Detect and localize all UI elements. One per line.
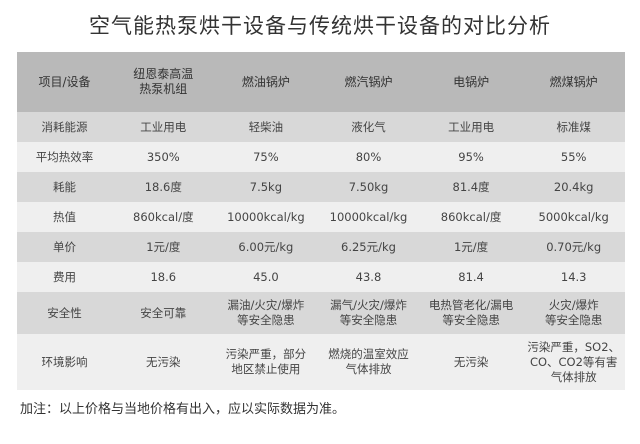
row-label-cell: 安全性 [17, 292, 112, 334]
table-cell: 标准煤 [522, 112, 625, 142]
table-cell: 污染严重，部分 地区禁止使用 [214, 334, 318, 390]
table-cell: 18.6度 [112, 172, 215, 202]
row-label-cell: 费用 [17, 262, 112, 292]
table-cell: 漏气/火灾/爆炸 等安全隐患 [317, 292, 420, 334]
header-row: 项目/设备 纽恩泰高温 热泵机组 燃油锅炉 燃汽锅炉 电锅炉 燃煤锅炉 [17, 52, 625, 112]
table-cell: 75% [214, 142, 318, 172]
table-row: 消耗能源 工业用电 轻柴油 液化气 工业用电 标准煤 [17, 112, 625, 142]
table-row: 安全性 安全可靠 漏油/火灾/爆炸 等安全隐患 漏气/火灾/爆炸 等安全隐患 电热管老化/漏… [17, 292, 625, 334]
table-cell: 350% [112, 142, 215, 172]
header-cell: 电锅炉 [419, 52, 523, 112]
table-cell: 轻柴油 [214, 112, 318, 142]
table-cell: 漏油/火灾/爆炸 等安全隐患 [214, 292, 318, 334]
table-cell: 14.3 [522, 262, 625, 292]
row-label-cell: 单价 [17, 232, 112, 262]
table-cell: 工业用电 [419, 112, 523, 142]
row-label-cell: 热值 [17, 202, 112, 232]
row-label-cell: 耗能 [17, 172, 112, 202]
table-row: 单价 1元/度 6.00元/kg 6.25元/kg 1元/度 0.70元/kg [17, 232, 625, 262]
table-cell: 860kcal/度 [112, 202, 215, 232]
table-cell: 860kcal/度 [419, 202, 523, 232]
header-cell: 纽恩泰高温 热泵机组 [112, 52, 215, 112]
table-cell: 20.4kg [522, 172, 625, 202]
comparison-table: 项目/设备 纽恩泰高温 热泵机组 燃油锅炉 燃汽锅炉 电锅炉 燃煤锅炉 消耗能源 工业用电 轻柴油… [17, 52, 625, 390]
table-cell: 燃烧的温室效应 气体排放 [317, 334, 420, 390]
header-cell: 燃煤锅炉 [522, 52, 625, 112]
table-cell: 火灾/爆炸 等安全隐患 [522, 292, 625, 334]
table-cell: 6.25元/kg [317, 232, 420, 262]
table-cell: 10000kcal/kg [317, 202, 420, 232]
table-row: 耗能 18.6度 7.5kg 7.50kg 81.4度 20.4kg [17, 172, 625, 202]
table-row: 环境影响 无污染 污染严重，部分 地区禁止使用 燃烧的温室效应 气体排放 无污染 污染严重，S… [17, 334, 625, 390]
table-cell: 6.00元/kg [214, 232, 318, 262]
table-cell: 电热管老化/漏电 等安全隐患 [419, 292, 523, 334]
table-cell: 80% [317, 142, 420, 172]
table-cell: 无污染 [112, 334, 215, 390]
row-label-cell: 平均热效率 [17, 142, 112, 172]
table-cell: 18.6 [112, 262, 215, 292]
table-cell: 污染严重，SO2、 CO、CO2等有害 气体排放 [522, 334, 625, 390]
table-cell: 1元/度 [112, 232, 215, 262]
table-cell: 5000kcal/kg [522, 202, 625, 232]
table-cell: 无污染 [419, 334, 523, 390]
table-cell: 工业用电 [112, 112, 215, 142]
table-row: 费用 18.6 45.0 43.8 81.4 14.3 [17, 262, 625, 292]
table-cell: 43.8 [317, 262, 420, 292]
row-label-cell: 消耗能源 [17, 112, 112, 142]
table-cell: 7.5kg [214, 172, 318, 202]
table-row: 平均热效率 350% 75% 80% 95% 55% [17, 142, 625, 172]
page-title: 空气能热泵烘干设备与传统烘干设备的对比分析 [89, 14, 551, 38]
table-cell: 7.50kg [317, 172, 420, 202]
table-row: 热值 860kcal/度 10000kcal/kg 10000kcal/kg 860kc… [17, 202, 625, 232]
table-cell: 81.4度 [419, 172, 523, 202]
table-cell: 安全可靠 [112, 292, 215, 334]
table-cell: 95% [419, 142, 523, 172]
table-cell: 0.70元/kg [522, 232, 625, 262]
table-cell: 45.0 [214, 262, 318, 292]
table-cell: 液化气 [317, 112, 420, 142]
table-cell: 81.4 [419, 262, 523, 292]
row-label-cell: 环境影响 [17, 334, 112, 390]
table-cell: 10000kcal/kg [214, 202, 318, 232]
header-cell: 燃汽锅炉 [317, 52, 420, 112]
table-cell: 1元/度 [419, 232, 523, 262]
header-cell: 燃油锅炉 [214, 52, 318, 112]
footnote: 加注：以上价格与当地价格有出入，应以实际数据为准。 [20, 402, 346, 417]
table-cell: 55% [522, 142, 625, 172]
header-cell: 项目/设备 [17, 52, 112, 112]
